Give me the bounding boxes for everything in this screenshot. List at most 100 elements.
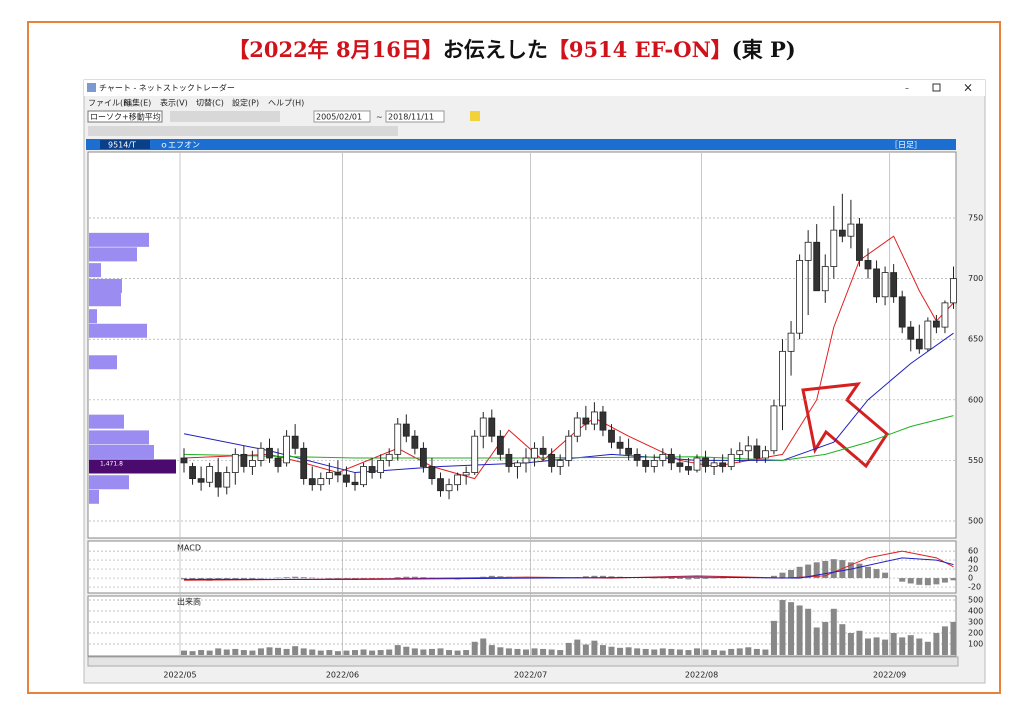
volume-bar bbox=[941, 626, 948, 655]
candle-body bbox=[744, 445, 752, 452]
date-to-box[interactable] bbox=[385, 110, 445, 123]
frame bbox=[27, 21, 1001, 694]
candle-body bbox=[881, 272, 889, 298]
macd-bar bbox=[488, 575, 495, 579]
candle-body bbox=[873, 268, 880, 298]
volume-bar bbox=[907, 635, 914, 655]
macd-bar bbox=[899, 578, 906, 582]
volume-bar bbox=[599, 645, 606, 655]
volume-panel bbox=[87, 595, 957, 657]
volume-bar bbox=[309, 649, 316, 655]
menu-item[interactable]: 切替(C) bbox=[196, 98, 224, 108]
volume-bar bbox=[557, 650, 564, 655]
candle-body bbox=[317, 478, 325, 486]
minimize[interactable]: – bbox=[905, 84, 909, 93]
close[interactable]: × bbox=[963, 81, 973, 95]
candle-body bbox=[428, 466, 436, 480]
volume-bar bbox=[890, 632, 897, 655]
symbol-box bbox=[100, 140, 150, 149]
restore[interactable] bbox=[932, 83, 941, 92]
volume-bar bbox=[257, 648, 264, 655]
date-sep: ~ bbox=[376, 113, 383, 122]
volume-bar bbox=[215, 648, 222, 655]
y-tick-label: -20 bbox=[968, 583, 981, 592]
candle-body bbox=[479, 417, 487, 437]
volume-bar bbox=[275, 647, 282, 655]
chart-header bbox=[86, 139, 956, 150]
volume-bar bbox=[873, 637, 880, 655]
candle-body bbox=[539, 447, 547, 455]
help-icon[interactable] bbox=[470, 111, 480, 121]
candle-body bbox=[531, 447, 538, 459]
volume-bar bbox=[514, 648, 521, 655]
macd-bar bbox=[805, 564, 812, 579]
macd-bar bbox=[599, 575, 606, 579]
mode-select[interactable] bbox=[87, 110, 163, 123]
toolbar-icons-2[interactable] bbox=[88, 126, 398, 136]
macd-bar bbox=[232, 578, 239, 580]
candle-body bbox=[325, 472, 333, 480]
candle-body bbox=[368, 466, 376, 473]
candle-body bbox=[445, 484, 453, 492]
candle-body bbox=[676, 462, 684, 467]
volume-bar bbox=[206, 650, 213, 655]
candle-body bbox=[223, 472, 231, 488]
volume-bar bbox=[642, 648, 649, 655]
volume-bar bbox=[617, 647, 624, 655]
candle-body bbox=[890, 272, 898, 298]
volume-bar bbox=[916, 638, 923, 655]
date-to: 2018/11/11 bbox=[388, 113, 434, 122]
y-tick-label: 300 bbox=[968, 617, 983, 626]
macd-bar bbox=[779, 572, 786, 579]
macd-bar bbox=[181, 578, 187, 580]
candle-body bbox=[667, 453, 675, 464]
menu-item[interactable]: ヘルプ(H) bbox=[268, 99, 304, 108]
volume-bar bbox=[933, 632, 940, 655]
candle-body bbox=[591, 411, 598, 425]
candle-body bbox=[189, 466, 196, 480]
volume-bar bbox=[882, 639, 889, 655]
app-icon bbox=[87, 83, 96, 92]
candle-body bbox=[804, 241, 812, 261]
macd-bar bbox=[924, 578, 931, 586]
macd-bar bbox=[950, 578, 957, 581]
macd-panel bbox=[87, 540, 957, 594]
menu-item[interactable]: 表示(V) bbox=[160, 98, 188, 108]
macd-bar bbox=[292, 576, 299, 579]
volume-bar bbox=[728, 648, 735, 655]
toolbar-icons[interactable] bbox=[170, 111, 280, 122]
title-part: (東 P) bbox=[731, 37, 796, 62]
volume-bar bbox=[591, 640, 598, 655]
volume-bar bbox=[369, 650, 376, 655]
candle-body bbox=[257, 447, 265, 461]
volume-bar bbox=[779, 599, 786, 655]
candle-body bbox=[291, 435, 299, 449]
volume-bar bbox=[668, 648, 675, 655]
scrollbar[interactable] bbox=[87, 656, 959, 667]
volume-profile-bar bbox=[89, 444, 154, 459]
y-tick-label: 700 bbox=[968, 274, 983, 283]
macd-bar bbox=[668, 578, 675, 579]
candle-body bbox=[933, 320, 940, 328]
candle-body bbox=[685, 466, 692, 471]
candle-body bbox=[796, 260, 803, 334]
candle-body bbox=[693, 457, 701, 471]
menu-item[interactable]: 編集(E) bbox=[124, 98, 151, 108]
candle-body bbox=[915, 338, 923, 350]
macd-bar bbox=[240, 578, 247, 579]
candle-body bbox=[650, 460, 658, 467]
volume-bar bbox=[523, 649, 529, 655]
candle-body bbox=[616, 441, 624, 449]
date-from-box[interactable] bbox=[313, 110, 371, 123]
annotation-arrow bbox=[801, 382, 889, 469]
volume-bar bbox=[574, 639, 581, 655]
candle-body bbox=[240, 453, 248, 467]
menu-item[interactable]: 設定(P) bbox=[232, 98, 259, 108]
volume-bar bbox=[403, 646, 410, 655]
volume-bar bbox=[770, 620, 777, 655]
volume-bar bbox=[582, 644, 589, 655]
candle-body bbox=[385, 453, 393, 461]
candle-body bbox=[308, 478, 316, 486]
symbol: 9514/T bbox=[108, 141, 136, 150]
menu-item[interactable]: ファイル(F) bbox=[88, 99, 131, 108]
